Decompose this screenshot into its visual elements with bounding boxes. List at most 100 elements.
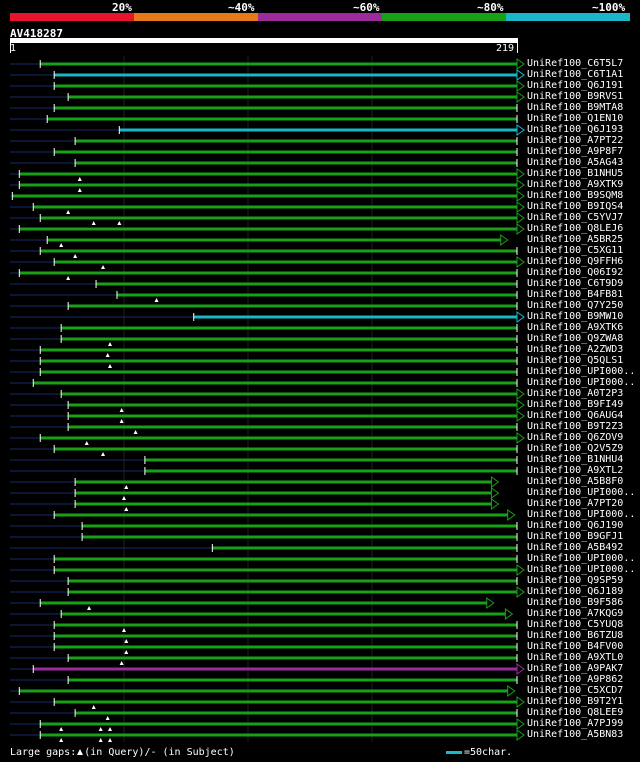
hit-label[interactable]: UniRef100_B4FV00 (527, 641, 624, 652)
hit-arrow-head (516, 190, 525, 202)
hit-label[interactable]: UniRef100_UPI000.. (527, 377, 636, 388)
hit-arrow-head (490, 498, 500, 510)
legend-percent-label: 20% (112, 1, 132, 14)
query-gap-marker (119, 419, 124, 423)
hit-label[interactable]: UniRef100_Q6ZOV9 (527, 432, 624, 443)
hit-label[interactable]: UniRef100_A5BN83 (527, 729, 624, 740)
query-gap-marker (77, 177, 82, 181)
hit-label[interactable]: UniRef100_C5YUQ8 (527, 619, 624, 630)
hit-arrow-head (516, 388, 525, 400)
hit-label[interactable]: UniRef100_A9XTL2 (527, 465, 624, 476)
query-gap-marker (87, 606, 92, 610)
hit-label[interactable]: UniRef100_B9IQS4 (527, 201, 624, 212)
hit-label[interactable]: UniRef100_UPI000.. (527, 509, 636, 520)
hit-label[interactable]: UniRef100_UPI000.. (527, 564, 636, 575)
hit-label[interactable]: UniRef100_C6T1A1 (527, 69, 624, 80)
hit-label[interactable]: UniRef100_UPI000.. (527, 366, 636, 377)
hit-label[interactable]: UniRef100_A5B492 (527, 542, 624, 553)
hit-label[interactable]: UniRef100_Q6AUG4 (527, 410, 624, 421)
hit-label[interactable]: UniRef100_A9XTL0 (527, 652, 624, 663)
query-gap-marker (124, 650, 129, 654)
hit-label[interactable]: UniRef100_A9P8F7 (527, 146, 624, 157)
legend-percent-label: ~40% (228, 1, 255, 14)
hit-arrow-head (516, 311, 525, 323)
hit-label[interactable]: UniRef100_Q1EN10 (527, 113, 624, 124)
hit-label[interactable]: UniRef100_B9T2Y1 (527, 696, 624, 707)
query-start-tick (10, 43, 11, 53)
query-gap-marker (121, 628, 126, 632)
hit-arrow-head (516, 212, 525, 224)
hit-label[interactable]: UniRef100_C6T9D9 (527, 278, 624, 289)
hit-label[interactable]: UniRef100_C5YVJ7 (527, 212, 624, 223)
hit-label[interactable]: UniRef100_A9XTK9 (527, 179, 624, 190)
query-gap-marker (105, 353, 110, 357)
hit-label[interactable]: UniRef100_Q6J191 (527, 80, 624, 91)
hit-arrow-head (516, 91, 525, 103)
query-gap-icon (77, 749, 84, 755)
hit-label[interactable]: UniRef100_Q9ZWA8 (527, 333, 624, 344)
hit-label[interactable]: UniRef100_Q6J193 (527, 124, 624, 135)
hit-label[interactable]: UniRef100_Q9SP59 (527, 575, 624, 586)
hit-label[interactable]: UniRef100_A5AG43 (527, 157, 624, 168)
hit-label[interactable]: UniRef100_A7KQG9 (527, 608, 624, 619)
hit-arrow-head (516, 718, 525, 730)
hit-label[interactable]: UniRef100_A9P862 (527, 674, 624, 685)
hit-label[interactable]: UniRef100_A5BR25 (527, 234, 624, 245)
hit-label[interactable]: UniRef100_B9SQM8 (527, 190, 624, 201)
hit-label[interactable]: UniRef100_Q8LEE9 (527, 707, 624, 718)
hit-arrow-head (516, 223, 525, 235)
hit-label[interactable]: UniRef100_Q9FFH6 (527, 256, 624, 267)
hit-label[interactable]: UniRef100_B9RVS1 (527, 91, 624, 102)
query-gap-marker (119, 661, 124, 665)
hit-label[interactable]: UniRef100_Q6J189 (527, 586, 624, 597)
hit-label[interactable]: UniRef100_Q7Y250 (527, 300, 624, 311)
hit-label[interactable]: UniRef100_UPI000.. (527, 487, 636, 498)
query-gap-marker (108, 364, 113, 368)
hit-label[interactable]: UniRef100_A7PT22 (527, 135, 624, 146)
hit-label[interactable]: UniRef100_B9T2Z3 (527, 421, 624, 432)
query-gap-marker (121, 496, 126, 500)
hit-label[interactable]: UniRef100_Q8LEJ6 (527, 223, 624, 234)
hit-label[interactable]: UniRef100_B9FI49 (527, 399, 624, 410)
hit-label[interactable]: UniRef100_A9PAK7 (527, 663, 624, 674)
hit-arrow-head (516, 399, 525, 411)
legend-percent-label: ~80% (477, 1, 504, 14)
query-gap-marker (101, 452, 106, 456)
hit-label[interactable]: UniRef100_B9MW10 (527, 311, 624, 322)
hit-label[interactable]: UniRef100_A5B8F0 (527, 476, 624, 487)
hit-label[interactable]: UniRef100_UPI000.. (527, 553, 636, 564)
hit-label[interactable]: UniRef100_A7PJ99 (527, 718, 624, 729)
hit-label[interactable]: UniRef100_B9GFJ1 (527, 531, 624, 542)
hit-label[interactable]: UniRef100_A0T2P3 (527, 388, 624, 399)
hit-arrow-head (516, 564, 525, 576)
query-gap-marker (59, 738, 64, 742)
hit-label[interactable]: UniRef100_B1NHU5 (527, 168, 624, 179)
legend-color-segment (506, 13, 630, 21)
hit-label[interactable]: UniRef100_B1NHU4 (527, 454, 624, 465)
query-start-label: 1 (10, 43, 17, 54)
hit-label[interactable]: UniRef100_Q2V5Z9 (527, 443, 624, 454)
scale-text: =50char. (464, 747, 513, 758)
hit-label[interactable]: UniRef100_A2ZWD3 (527, 344, 624, 355)
query-gap-marker (84, 441, 89, 445)
hit-arrow-head (507, 685, 516, 697)
hit-label[interactable]: UniRef100_B9MTA8 (527, 102, 624, 113)
hit-label[interactable]: UniRef100_B4FB81 (527, 289, 624, 300)
query-gap-marker (66, 210, 71, 214)
query-gap-marker (101, 265, 106, 269)
query-gap-marker (91, 221, 96, 225)
query-gap-marker (119, 408, 124, 412)
hit-label[interactable]: UniRef100_A9XTK6 (527, 322, 624, 333)
hit-label[interactable]: UniRef100_B6TZU8 (527, 630, 624, 641)
hit-label[interactable]: UniRef100_Q5QLS1 (527, 355, 624, 366)
hit-arrow-head (516, 586, 525, 598)
hit-label[interactable]: UniRef100_B9F586 (527, 597, 624, 608)
gaps-prefix: Large gaps: (10, 747, 77, 758)
hit-label[interactable]: UniRef100_C5XG11 (527, 245, 624, 256)
hit-label[interactable]: UniRef100_Q6J190 (527, 520, 624, 531)
hit-label[interactable]: UniRef100_C6T5L7 (527, 58, 624, 69)
hit-label[interactable]: UniRef100_C5XCD7 (527, 685, 624, 696)
hit-label[interactable]: UniRef100_Q06I92 (527, 267, 624, 278)
hit-label[interactable]: UniRef100_A7PT20 (527, 498, 624, 509)
query-id: AV418287 (10, 27, 63, 40)
